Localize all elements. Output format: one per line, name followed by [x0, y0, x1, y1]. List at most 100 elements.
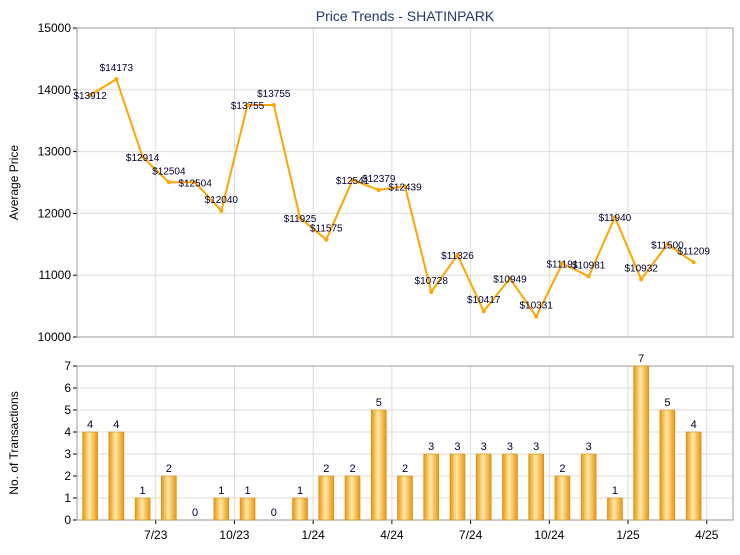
price-value-label: $12504 [178, 178, 212, 189]
price-point [350, 177, 355, 182]
price-series-line [89, 78, 695, 318]
price-value-label: $12914 [126, 153, 160, 164]
transaction-count-label: 1 [140, 485, 146, 497]
transaction-count-label: 3 [533, 441, 539, 453]
y-tick-label: 15000 [38, 21, 72, 35]
transaction-count-label: 1 [297, 485, 303, 497]
price-value-label: $11925 [284, 214, 317, 225]
transaction-count-label: 0 [271, 507, 277, 519]
price-point [665, 242, 670, 247]
price-value-label: $13755 [257, 89, 291, 100]
price-value-label: $11191 [546, 259, 578, 270]
transaction-count-label: 2 [402, 463, 408, 475]
x-tick-label: 10/23 [219, 528, 249, 542]
transaction-bar [108, 431, 125, 521]
price-value-label: $10932 [624, 263, 658, 274]
transaction-count-label: 3 [454, 441, 460, 453]
chart-title: Price Trends - SHATINPARK [316, 8, 495, 24]
price-point [376, 187, 381, 192]
y-tick-label: 4 [64, 425, 71, 439]
price-value-label: $11326 [441, 251, 474, 262]
transaction-count-label: 0 [192, 507, 198, 519]
y-tick-label: 1 [64, 491, 71, 505]
price-value-label: $11575 [310, 224, 343, 235]
price-point [140, 154, 145, 159]
transaction-bar [659, 409, 676, 521]
y-tick-label: 3 [64, 447, 71, 461]
transaction-count-label: 2 [323, 463, 329, 475]
price-point [166, 180, 171, 185]
price-point [193, 180, 198, 185]
transaction-bar [344, 475, 361, 521]
y-tick-label: 14000 [38, 83, 72, 97]
transaction-bar [554, 475, 571, 521]
transaction-count-label: 3 [507, 441, 513, 453]
x-tick-label: 4/25 [695, 528, 719, 542]
price-point [245, 102, 250, 107]
transaction-bar [82, 431, 98, 521]
x-tick-label: 7/23 [144, 528, 168, 542]
transaction-count-label: 2 [349, 463, 355, 475]
transaction-bar [449, 453, 466, 521]
transaction-bar [370, 409, 387, 521]
transaction-count-label: 1 [218, 485, 224, 497]
y-tick-label: 0 [64, 513, 71, 527]
transaction-count-label: 1 [244, 485, 250, 497]
price-value-label: $11209 [677, 246, 710, 257]
price-point [560, 261, 565, 266]
price-value-label: $10949 [493, 274, 527, 285]
transaction-count-label: 3 [428, 441, 434, 453]
y-tick-label: 11000 [39, 268, 72, 282]
transaction-bar [292, 497, 308, 521]
price-point [271, 102, 276, 107]
y-tick-label: 6 [64, 381, 71, 395]
transaction-count-label: 3 [586, 441, 592, 453]
x-tick-label: 1/24 [301, 528, 325, 542]
transaction-bar [607, 497, 623, 521]
plot-frame-top [76, 27, 734, 338]
price-point [455, 253, 460, 258]
transaction-bar [685, 431, 702, 521]
transaction-count-label: 2 [166, 463, 172, 475]
transaction-count-label: 4 [113, 419, 119, 431]
transaction-bar [528, 453, 545, 521]
x-tick-label: 7/24 [459, 528, 483, 542]
price-point [88, 93, 93, 98]
price-point [403, 184, 407, 189]
y-tick-label: 10000 [38, 330, 72, 344]
price-value-label: $12379 [362, 174, 396, 185]
transaction-count-label: 4 [691, 419, 697, 431]
price-point [219, 208, 224, 213]
price-value-label: $13755 [231, 101, 265, 112]
transaction-bar [318, 475, 335, 521]
price-point [534, 314, 539, 319]
transaction-bar [633, 365, 649, 521]
price-point [481, 309, 486, 314]
price-value-label: $14173 [100, 63, 134, 74]
transaction-bar [397, 475, 413, 521]
price-value-label: $13912 [73, 91, 107, 102]
transaction-count-label: 4 [87, 419, 93, 431]
price-value-label: $10981 [572, 260, 606, 271]
transaction-bar [213, 497, 230, 521]
x-tick-label: 10/24 [534, 528, 564, 542]
price-point [429, 290, 434, 295]
transaction-count-label: 3 [481, 441, 487, 453]
x-tick-label: 4/24 [380, 528, 404, 542]
price-value-label: $12541 [336, 176, 370, 187]
transaction-bar [475, 453, 492, 521]
transaction-count-label: 2 [559, 463, 565, 475]
price-point [324, 237, 329, 242]
transaction-count-label: 1 [612, 485, 618, 497]
transactions-bar-chart: 0 1 2 3 4 5 6 7 7/23 10/23 1/24 4/24 7/24 10/24 1/25 4/… [7, 353, 734, 542]
transaction-count-label: 5 [376, 397, 382, 409]
y-tick-label: 7 [64, 359, 71, 373]
price-line-chart: Price Trends - SHATINPARK 10000 11000 12000… [7, 8, 734, 344]
price-point [586, 274, 591, 279]
price-value-label: $11940 [599, 213, 632, 224]
price-point [507, 276, 512, 281]
y-tick-label: 12000 [38, 206, 72, 220]
price-point [114, 77, 119, 82]
